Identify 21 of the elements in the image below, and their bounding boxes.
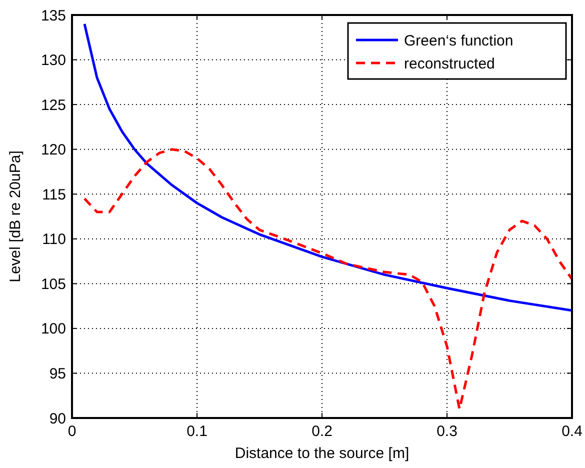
y-tick-label: 115 [42,186,66,204]
x-axis-title: Distance to the source [m] [234,445,410,462]
legend-label: reconstructed [404,55,495,72]
x-tick-label: 0.2 [312,423,332,440]
y-tick-label: 95 [49,365,66,382]
x-tick-label: 0.4 [562,423,582,440]
x-tick-label: 0.3 [436,423,458,440]
y-tick-label: 135 [40,7,66,24]
y-tick-label: 130 [40,52,66,70]
y-tick-label: 125 [40,96,66,114]
line-series [83,148,574,410]
y-tick-label: 105 [40,276,66,293]
legend-label: Green‘s function [404,32,514,50]
y-axis-title: Level [dB re 20uPa] [7,150,24,282]
line-series [83,22,574,312]
y-tick-label: 90 [49,410,66,428]
x-tick-label: 0.1 [186,423,208,440]
x-tick-label: 0 [68,423,76,440]
y-tick-label: 110 [42,231,66,248]
y-tick-label: 120 [40,142,66,159]
y-tick-label: 100 [40,320,66,338]
